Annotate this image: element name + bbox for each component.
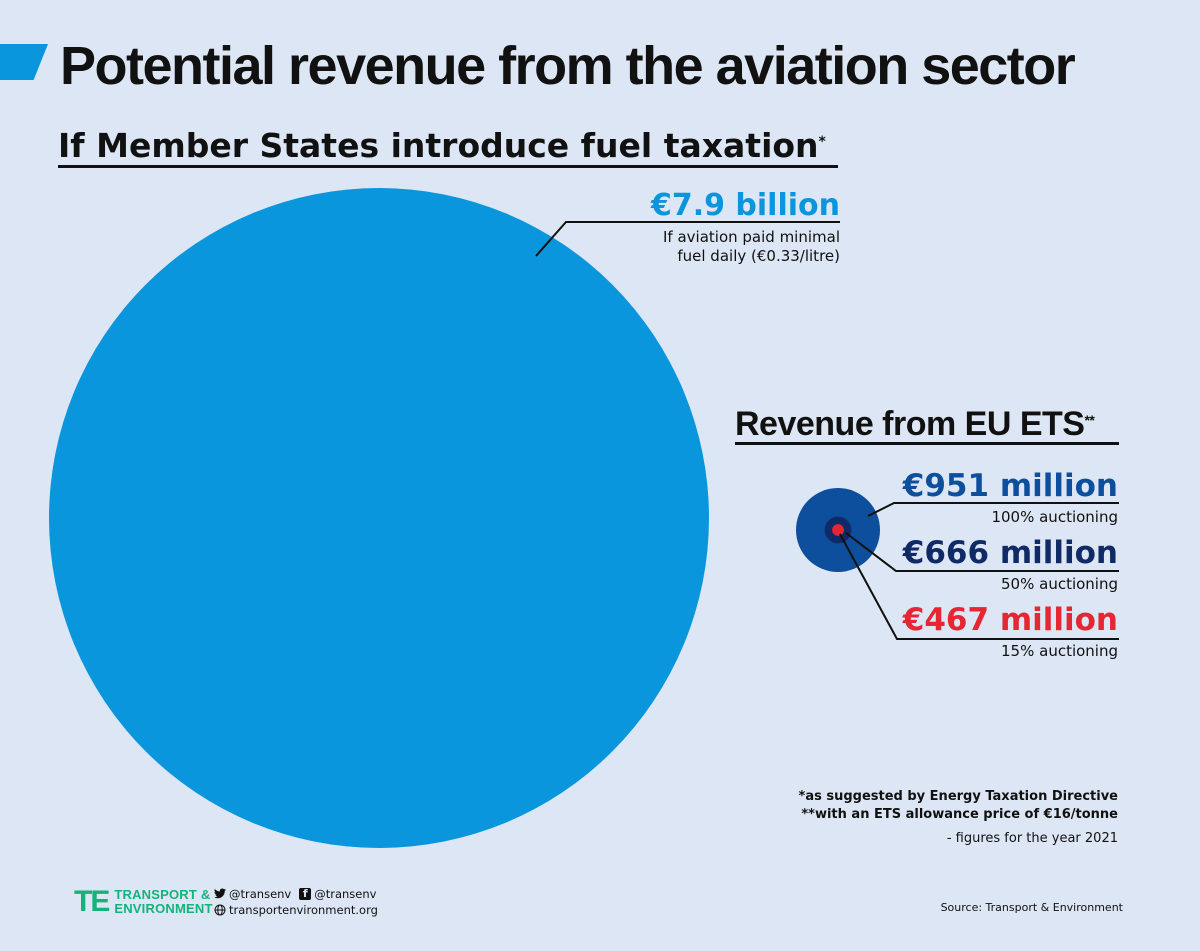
- te-logo-line-2: ENVIRONMENT: [114, 901, 213, 916]
- ets-100-note: 100% auctioning: [991, 508, 1118, 526]
- fuel-taxation-heading-underline: [58, 165, 838, 168]
- page-title: Potential revenue from the aviation sect…: [60, 36, 1076, 96]
- fuel-taxation-note-line-1: If aviation paid minimal: [663, 228, 840, 246]
- leader-ets-100: [867, 502, 1119, 517]
- ets-15-note: 15% auctioning: [1001, 642, 1118, 660]
- source-note: Source: Transport & Environment: [940, 901, 1123, 914]
- te-logo-line-1: TRANSPORT &: [114, 887, 211, 902]
- fuel-taxation-note-line-2: fuel daily (€0.33/litre): [677, 247, 840, 265]
- ets-50-note: 50% auctioning: [1001, 575, 1118, 593]
- fuel-taxation-value-label: €7.9 billion: [650, 188, 840, 223]
- ets-50-value-label: €666 million: [902, 535, 1118, 571]
- fuel-taxation-note: If aviation paid minimal fuel daily (€0.…: [663, 228, 840, 266]
- ets-footnote-mark: **: [1084, 412, 1095, 428]
- fuel-taxation-heading-text: If Member States introduce fuel taxation: [58, 126, 819, 165]
- leader-fuel-taxation: [535, 221, 840, 257]
- leader-ets-50: [845, 532, 1119, 572]
- fuel-taxation-footnote-mark: *: [818, 134, 826, 150]
- twitter-handle[interactable]: @transenv: [229, 887, 292, 901]
- facebook-handle[interactable]: @transenv: [314, 887, 377, 901]
- fuel-taxation-heading: If Member States introduce fuel taxation…: [58, 126, 826, 166]
- leader-ets-15: [839, 533, 1119, 640]
- globe-icon: [214, 904, 226, 916]
- te-logo-mark: TE: [74, 885, 110, 918]
- ets-heading-text: Revenue from EU ETS: [735, 405, 1085, 443]
- ets-heading-underline: [735, 442, 1119, 445]
- footnote-energy-taxation: *as suggested by Energy Taxation Directi…: [798, 789, 1118, 804]
- ets-100-value-label: €951 million: [902, 468, 1118, 504]
- social-row-twitter-facebook: @transenv f @transenv: [214, 886, 378, 902]
- te-logo: TE TRANSPORT & ENVIRONMENT: [74, 887, 213, 917]
- footnote-year: - figures for the year 2021: [946, 831, 1118, 846]
- footnotes: *as suggested by Energy Taxation Directi…: [799, 788, 1118, 848]
- social-links: @transenv f @transenv transportenvironme…: [214, 886, 378, 918]
- website-link[interactable]: transportenvironment.org: [229, 903, 378, 917]
- te-logo-text: TRANSPORT & ENVIRONMENT: [114, 888, 212, 916]
- twitter-icon: [214, 888, 226, 900]
- bubble-ets-15: [832, 524, 844, 536]
- social-row-website: transportenvironment.org: [214, 902, 378, 918]
- bubble-fuel-taxation: [49, 188, 709, 848]
- ets-heading: Revenue from EU ETS**: [735, 404, 1095, 444]
- facebook-icon: f: [299, 888, 312, 900]
- ets-15-value-label: €467 million: [902, 602, 1118, 638]
- footnote-ets-price: **with an ETS allowance price of €16/ton…: [801, 807, 1118, 822]
